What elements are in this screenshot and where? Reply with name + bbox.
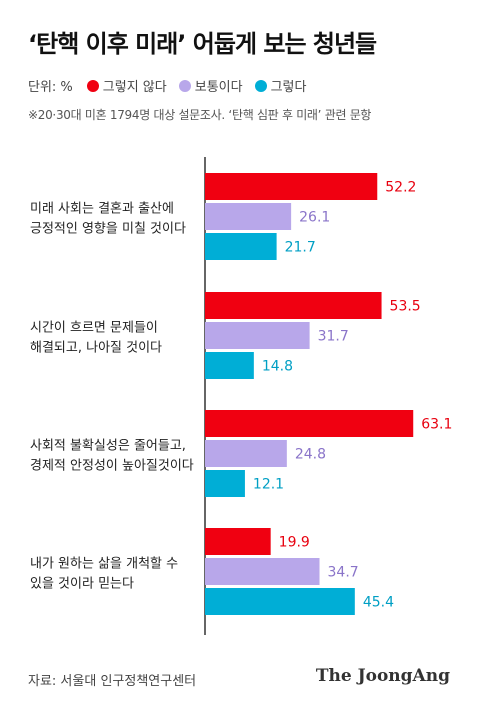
unit-label: 단위: % [28,80,73,95]
legend: 단위: % 그렇지 않다 보통이다 그렇다 [28,76,318,95]
category-label-line: 경제적 안정성이 높아질것이다 [30,459,194,474]
value-label-disagree: 52.2 [385,180,416,196]
legend-item-agree: 그렇다 [254,76,307,95]
category-label-line: 긍정적인 영향을 미칠 것이다 [30,222,186,237]
legend-swatch-disagree [86,79,99,92]
bar-neutral [205,322,310,349]
category-label: 사회적 불확실성은 줄어들고, 경제적 안정성이 높아질것이다 [30,439,194,474]
bar-disagree [205,292,382,319]
value-label-agree: 45.4 [363,595,394,611]
category-label-line: 해결되고, 나아질 것이다 [30,341,162,356]
value-label-agree: 21.7 [285,240,316,256]
legend-swatch-neutral [178,79,191,92]
legend-label-agree: 그렇다 [270,80,307,95]
bar-disagree [205,173,378,200]
legend-label-neutral: 보통이다 [194,80,243,95]
value-label-agree: 14.8 [262,359,293,375]
category-label-line: 미래 사회는 결혼과 출산에 [30,202,174,217]
value-label-disagree: 53.5 [390,299,421,315]
bar-agree [205,588,355,615]
value-label-neutral: 31.7 [318,329,349,345]
category-label-line: 시간이 흐르면 문제들이 [30,321,158,336]
value-label-disagree: 19.9 [279,535,310,551]
bar-neutral [205,203,292,230]
legend-label-disagree: 그렇지 않다 [102,80,167,95]
bar-neutral [205,558,320,585]
value-label-neutral: 34.7 [328,565,359,581]
value-label-neutral: 24.8 [295,447,326,463]
value-label-disagree: 63.1 [421,417,452,433]
chart-title: ‘탄핵 이후 미래’ 어둡게 보는 청년들 [28,30,377,58]
source-note: 자료: 서울대 인구정책연구센터 [28,674,197,689]
legend-item-neutral: 보통이다 [178,76,243,95]
category-label-line: 있을 것이라 믿는다 [30,577,134,592]
bar-agree [205,233,277,260]
category-label-line: 사회적 불확실성은 줄어들고, [30,439,186,454]
value-label-neutral: 26.1 [299,210,330,226]
bar-disagree [205,410,414,437]
legend-swatch-agree [254,79,267,92]
bar-disagree [205,528,271,555]
bar-neutral [205,440,287,467]
bar-agree [205,470,245,497]
bar-agree [205,352,254,379]
legend-item-disagree: 그렇지 않다 [86,76,167,95]
survey-note: ※20·30대 미혼 1794명 대상 설문조사. ‘탄핵 심판 후 미래’ 관… [28,108,372,122]
value-label-agree: 12.1 [253,477,284,493]
publisher-logo: The JoongAng [315,666,450,686]
category-label-line: 내가 원하는 삶을 개척할 수 [30,557,178,572]
